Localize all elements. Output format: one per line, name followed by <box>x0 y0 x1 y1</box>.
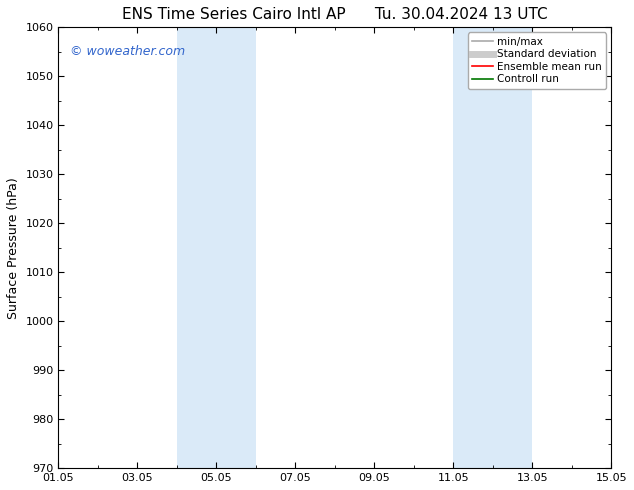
Text: © woweather.com: © woweather.com <box>70 45 184 58</box>
Bar <box>177 27 256 468</box>
Bar <box>453 27 533 468</box>
Y-axis label: Surface Pressure (hPa): Surface Pressure (hPa) <box>7 177 20 318</box>
Title: ENS Time Series Cairo Intl AP      Tu. 30.04.2024 13 UTC: ENS Time Series Cairo Intl AP Tu. 30.04.… <box>122 7 548 22</box>
Legend: min/max, Standard deviation, Ensemble mean run, Controll run: min/max, Standard deviation, Ensemble me… <box>468 32 606 89</box>
